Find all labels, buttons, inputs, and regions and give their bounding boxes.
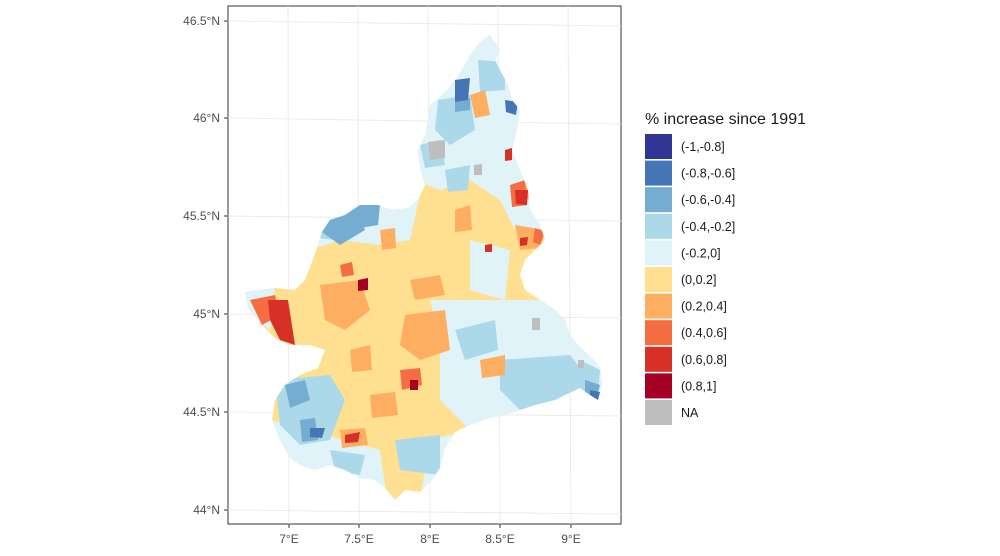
class-08-1	[358, 278, 418, 390]
legend-swatch	[645, 400, 672, 425]
legend-label: (0.2,0.4]	[681, 300, 727, 314]
y-tick-label: 46°N	[193, 111, 220, 125]
y-tick-label: 44°N	[193, 503, 220, 517]
legend-title: % increase since 1991	[645, 111, 806, 128]
legend-label: NA	[681, 406, 699, 420]
y-axis-ticks	[224, 20, 228, 511]
legend-swatch	[645, 267, 672, 292]
legend-swatch	[645, 346, 672, 372]
x-tick-label: 7.5°E	[344, 532, 373, 546]
x-tick-label: 7°E	[279, 532, 298, 546]
class-na	[428, 140, 584, 368]
legend-swatch	[645, 320, 672, 346]
x-tick-label: 8°E	[420, 532, 439, 546]
class-06-08	[268, 148, 528, 443]
y-tick-label: 46.5°N	[183, 14, 220, 28]
legend-swatch	[645, 240, 672, 266]
legend-label: (-0.6,-0.4]	[681, 193, 735, 207]
y-axis-labels: 46.5°N 46°N 45.5°N 45°N 44.5°N 44°N	[183, 14, 220, 517]
legend-label: (0.6,0.8]	[681, 353, 727, 367]
y-tick-label: 45°N	[193, 307, 220, 321]
legend-label: (-0.4,-0.2]	[681, 220, 735, 234]
legend-swatch	[645, 160, 672, 186]
x-axis-labels: 7°E 7.5°E 8°E 8.5°E 9°E	[279, 532, 580, 546]
x-tick-label: 9°E	[561, 532, 580, 546]
legend-label: (-0.8,-0.6]	[681, 167, 735, 181]
legend-swatch	[645, 293, 672, 319]
class-neg08-neg06	[310, 78, 600, 438]
legend: % increase since 1991 (-1,-0.8] (-0.8,-0.…	[645, 111, 806, 425]
legend-swatch	[645, 373, 672, 399]
legend-label: (-1,-0.8]	[681, 140, 725, 154]
legend-entries: (-1,-0.8] (-0.8,-0.6] (-0.6,-0.4] (-0.4,-0.…	[645, 134, 735, 425]
legend-label: (-0.2,0]	[681, 246, 721, 260]
y-tick-label: 45.5°N	[183, 209, 220, 223]
legend-label: (0.8,1]	[681, 379, 716, 393]
y-tick-label: 44.5°N	[183, 405, 220, 419]
legend-swatch	[645, 134, 672, 159]
x-tick-label: 8.5°E	[485, 532, 514, 546]
legend-label: (0,0.2]	[681, 273, 716, 287]
legend-label: (0.4,0.6]	[681, 326, 727, 340]
legend-swatch	[645, 213, 672, 239]
x-axis-ticks	[288, 524, 572, 528]
legend-swatch	[645, 187, 672, 213]
